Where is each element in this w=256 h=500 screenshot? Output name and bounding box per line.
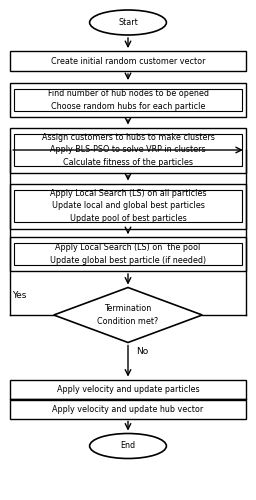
Ellipse shape xyxy=(90,434,166,458)
Bar xyxy=(14,244,242,264)
Text: Termination
Condition met?: Termination Condition met? xyxy=(97,304,159,326)
Bar xyxy=(10,83,246,117)
Bar xyxy=(10,380,246,398)
Text: End: End xyxy=(120,442,136,450)
Text: Apply velocity and update particles: Apply velocity and update particles xyxy=(57,384,199,394)
Bar xyxy=(10,128,246,172)
Text: Start: Start xyxy=(118,18,138,27)
Text: Create initial random customer vector: Create initial random customer vector xyxy=(51,56,205,66)
Text: Apply Local Search (LS) on  the pool
Update global best particle (if needed): Apply Local Search (LS) on the pool Upda… xyxy=(50,244,206,265)
Text: Apply velocity and update hub vector: Apply velocity and update hub vector xyxy=(52,404,204,413)
Bar xyxy=(10,51,246,71)
Text: Find number of hub nodes to be opened
Choose random hubs for each particle: Find number of hub nodes to be opened Ch… xyxy=(48,89,208,111)
Text: Apply Local Search (LS) on all particles
Update local and global best particles
: Apply Local Search (LS) on all particles… xyxy=(50,189,206,223)
Bar xyxy=(14,190,242,222)
Bar xyxy=(10,237,246,271)
Text: Assign customers to hubs to make clusters
Apply BLS-PSO to solve VRP in clusters: Assign customers to hubs to make cluster… xyxy=(41,133,215,167)
Text: No: No xyxy=(136,347,148,356)
Bar xyxy=(14,90,242,110)
Bar xyxy=(10,184,246,228)
Bar xyxy=(10,400,246,418)
Bar xyxy=(14,134,242,166)
Polygon shape xyxy=(54,288,202,343)
Ellipse shape xyxy=(90,10,166,35)
Text: Yes: Yes xyxy=(12,292,26,300)
